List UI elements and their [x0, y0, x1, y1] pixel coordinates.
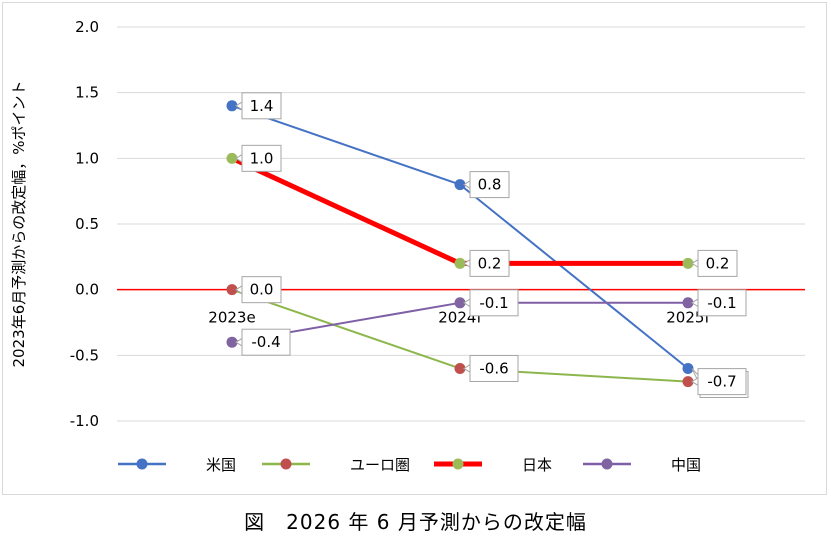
label-text: 0.8: [478, 176, 502, 194]
data-label: -0.1: [691, 289, 747, 317]
legend-swatch-marker: [136, 458, 148, 470]
legend-swatch-marker: [280, 458, 292, 470]
data-label: 0.0: [235, 276, 282, 304]
y-axis-label: 2023年6月予測からの改定幅，%ポイント: [10, 81, 28, 368]
data-point: [682, 362, 694, 374]
label-box: [469, 249, 510, 277]
data-label: 0.2: [463, 249, 510, 277]
data-label: -0.1: [463, 289, 519, 317]
label-box: [241, 92, 282, 120]
label-box: [241, 276, 282, 304]
label-text: -0.6: [479, 359, 508, 377]
legend-label: ユーロ圏: [350, 456, 410, 474]
data-label: -0.6: [463, 354, 519, 382]
data-point: [454, 297, 466, 309]
line-chart: 2.01.51.00.50.0-0.5-1.0 2023e 2024f 2025f …: [10, 18, 805, 474]
data-label: -0.4: [235, 328, 291, 356]
label-box: [469, 171, 510, 199]
y-tick-label: 2.0: [75, 18, 99, 36]
data-point: [454, 362, 466, 374]
series-line: [231, 104, 689, 370]
legend-label: 日本: [522, 456, 552, 474]
data-point: [682, 376, 694, 388]
legend-label: 中国: [671, 456, 701, 474]
data-label: 1.0: [235, 144, 282, 172]
label-text: 1.4: [250, 97, 274, 115]
label-text: 0.0: [250, 281, 274, 299]
legend-swatch-marker: [452, 458, 464, 470]
legend-swatch-marker: [601, 458, 613, 470]
label-text: -0.4: [251, 333, 280, 351]
data-point: [454, 179, 466, 191]
label-box: [697, 249, 738, 277]
x-axis-ticks: 2023e 2024f 2025f: [208, 309, 710, 327]
label-text: -0.1: [707, 294, 736, 312]
data-label: 0.2: [691, 249, 738, 277]
y-tick-label: -1.0: [70, 412, 99, 430]
chart-frame: [2, 2, 827, 495]
label-text: -0.1: [479, 294, 508, 312]
data-point: [454, 257, 466, 269]
data-point: [226, 100, 238, 112]
label-box: [697, 368, 747, 396]
label-text: 1.0: [250, 149, 274, 167]
y-tick-label: 1.5: [75, 84, 99, 102]
label-text: -0.7: [707, 373, 736, 391]
legend-item: 米国: [118, 456, 236, 474]
data-point: [682, 257, 694, 269]
legend-item: 中国: [583, 456, 701, 474]
label-box: [469, 289, 519, 317]
label-box: [697, 289, 747, 317]
data-point: [682, 297, 694, 309]
label-box: [469, 354, 519, 382]
y-axis-ticks: 2.0 1.5 1.0 0.5 0.0 -0.5 -1.0: [70, 18, 99, 430]
data-label: -0.7: [691, 368, 747, 396]
label-text: 0.2: [478, 254, 502, 272]
data-label: 1.4: [235, 92, 282, 120]
y-tick-label: -0.5: [70, 346, 99, 364]
x-tick-label: 2023e: [208, 309, 255, 327]
figure-caption: 図 2026 年 6 月予測からの改定幅: [244, 510, 587, 534]
label-box: [241, 144, 282, 172]
data-point: [226, 284, 238, 296]
gridlines: [117, 26, 805, 422]
data-point: [226, 152, 238, 164]
y-tick-label: 1.0: [75, 149, 99, 167]
legend-label: 米国: [206, 456, 236, 474]
y-tick-label: 0.5: [75, 215, 99, 233]
data-labels: 1.40.8-0.60.0-0.6-0.71.00.20.2-0.4-0.1-0…: [235, 92, 749, 398]
label-box: [241, 328, 291, 356]
data-label: 0.8: [463, 171, 510, 199]
legend: 米国 ユーロ圏 日本 中国: [118, 456, 701, 474]
legend-item: 日本: [434, 456, 552, 474]
series-group: [226, 100, 694, 388]
data-point: [226, 336, 238, 348]
legend-item: ユーロ圏: [262, 456, 410, 474]
series-line: [230, 156, 688, 266]
label-text: 0.2: [706, 254, 730, 272]
y-tick-label: 0.0: [75, 281, 99, 299]
